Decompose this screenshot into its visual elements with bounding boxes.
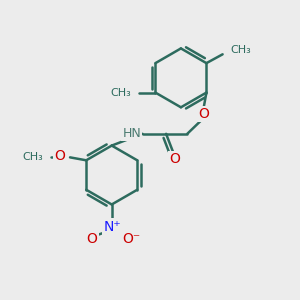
Text: N⁺: N⁺ — [103, 220, 121, 234]
Text: O: O — [169, 152, 180, 167]
Text: O: O — [54, 149, 65, 163]
Text: CH₃: CH₃ — [22, 152, 43, 162]
Text: HN: HN — [122, 127, 141, 140]
Text: CH₃: CH₃ — [110, 88, 131, 98]
Text: O⁻: O⁻ — [122, 232, 141, 246]
Text: O: O — [198, 107, 209, 121]
Text: O: O — [87, 232, 98, 246]
Text: CH₃: CH₃ — [231, 45, 252, 55]
